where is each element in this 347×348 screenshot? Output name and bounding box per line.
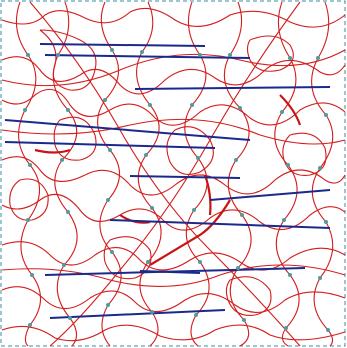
horizontal-fibers	[4, 43, 331, 319]
junction-nodes	[23, 48, 330, 332]
